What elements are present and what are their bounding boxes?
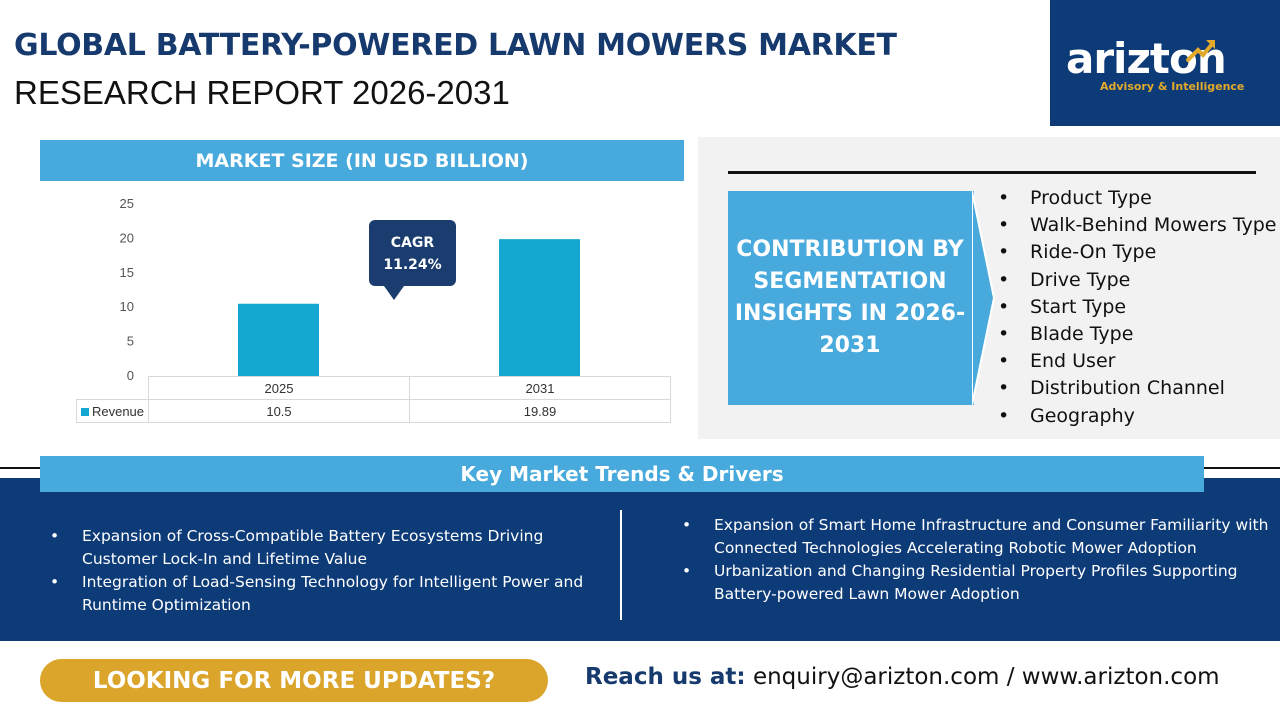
data-value: 10.5 bbox=[148, 399, 410, 423]
trend-item: Integration of Load-Sensing Technology f… bbox=[50, 571, 610, 617]
contact-label: Reach us at: bbox=[585, 664, 746, 690]
category-label: 2031 bbox=[409, 376, 671, 400]
segmentation-panel: CONTRIBUTION BY SEGMENTATION INSIGHTS IN… bbox=[698, 137, 1280, 439]
segment-label: Distribution Channel bbox=[1030, 377, 1225, 400]
series-name: Revenue bbox=[91, 403, 145, 419]
segment-item: • End User bbox=[998, 348, 1277, 375]
bullet-icon: • bbox=[998, 295, 1010, 318]
segment-label: Geography bbox=[1030, 404, 1135, 427]
bullet-icon: • bbox=[998, 404, 1010, 427]
divider bbox=[620, 510, 622, 620]
segment-label: Drive Type bbox=[1030, 268, 1131, 291]
bullet-icon: • bbox=[998, 322, 1010, 345]
growth-arrow-icon bbox=[1186, 40, 1215, 62]
segment-label: Blade Type bbox=[1030, 322, 1134, 345]
more-updates-button[interactable]: LOOKING FOR MORE UPDATES? bbox=[40, 659, 548, 702]
segmentation-box bbox=[728, 191, 974, 405]
market-size-chart: 0 5 10 15 20 25 bbox=[120, 196, 580, 380]
cagr-label: CAGR bbox=[390, 235, 435, 251]
segment-item: • Distribution Channel bbox=[998, 375, 1277, 402]
y-tick-label: 5 bbox=[127, 334, 134, 349]
y-tick-label: 15 bbox=[120, 265, 134, 280]
segment-item: • Walk-Behind Mowers Type bbox=[998, 212, 1277, 239]
y-tick-label: 0 bbox=[127, 368, 134, 380]
cagr-value: 11.24% bbox=[383, 257, 442, 273]
contact-line: Reach us at: enquiry@arizton.com / www.a… bbox=[585, 664, 1220, 690]
segment-item: • Product Type bbox=[998, 185, 1277, 212]
y-tick-label: 25 bbox=[120, 196, 134, 211]
segment-item: • Start Type bbox=[998, 294, 1277, 321]
segment-label: Ride-On Type bbox=[1030, 241, 1157, 264]
segmentation-heading: CONTRIBUTION BY SEGMENTATION INSIGHTS IN… bbox=[734, 237, 966, 358]
chevron-right-icon bbox=[972, 191, 996, 405]
legend-swatch bbox=[80, 407, 89, 416]
bullet-icon: • bbox=[998, 187, 1010, 209]
trends-list-right: Expansion of Smart Home Infrastructure a… bbox=[682, 514, 1272, 606]
bullet-icon: • bbox=[998, 241, 1010, 264]
logo-tagline: Advisory & Intelligence bbox=[1100, 80, 1245, 93]
chart-data-table: 2025 2031 Revenue 10.5 19.89 bbox=[76, 376, 671, 423]
market-size-heading: MARKET SIZE (IN USD BILLION) bbox=[40, 140, 684, 181]
report-title: GLOBAL BATTERY-POWERED LAWN MOWERS MARKE… bbox=[14, 28, 897, 63]
segment-label: Start Type bbox=[1030, 295, 1127, 318]
trends-heading: Key Market Trends & Drivers bbox=[40, 456, 1204, 492]
bullet-icon: • bbox=[998, 377, 1010, 400]
contact-value[interactable]: enquiry@arizton.com / www.arizton.com bbox=[752, 664, 1220, 690]
trend-item: Expansion of Smart Home Infrastructure a… bbox=[682, 514, 1272, 560]
cagr-callout: CAGR 11.24% bbox=[369, 220, 456, 286]
trends-list-left: Expansion of Cross-Compatible Battery Ec… bbox=[50, 525, 610, 617]
divider bbox=[728, 171, 1256, 174]
bar-2031 bbox=[499, 239, 580, 376]
logo-wordmark: arizton bbox=[1066, 34, 1227, 83]
trend-item: Expansion of Cross-Compatible Battery Ec… bbox=[50, 525, 610, 571]
segment-label: Walk-Behind Mowers Type bbox=[1030, 214, 1277, 237]
bar-2025 bbox=[238, 303, 319, 376]
segmentation-list: • Product Type • Walk-Behind Mowers Type • Ri… bbox=[998, 185, 1277, 430]
segment-label: Product Type bbox=[1030, 187, 1152, 209]
segment-item: • Blade Type bbox=[998, 321, 1277, 348]
y-tick-label: 10 bbox=[120, 299, 134, 314]
segment-item: • Ride-On Type bbox=[998, 239, 1277, 266]
arizton-logo[interactable]: arizton Advisory & Intelligence bbox=[1050, 0, 1280, 126]
cagr-pointer bbox=[384, 286, 404, 300]
bullet-icon: • bbox=[998, 268, 1010, 291]
bullet-icon: • bbox=[998, 350, 1010, 373]
segment-label: End User bbox=[1030, 350, 1116, 373]
segment-item: • Geography bbox=[998, 403, 1277, 430]
y-tick-label: 20 bbox=[120, 230, 134, 245]
bullet-icon: • bbox=[998, 214, 1010, 237]
segment-item: • Drive Type bbox=[998, 267, 1277, 294]
table-corner bbox=[76, 376, 149, 400]
data-value: 19.89 bbox=[409, 399, 671, 423]
report-subtitle: RESEARCH REPORT 2026-2031 bbox=[14, 74, 510, 111]
legend-entry: Revenue bbox=[76, 399, 149, 423]
trend-item: Urbanization and Changing Residential Pr… bbox=[682, 560, 1272, 606]
category-label: 2025 bbox=[148, 376, 410, 400]
